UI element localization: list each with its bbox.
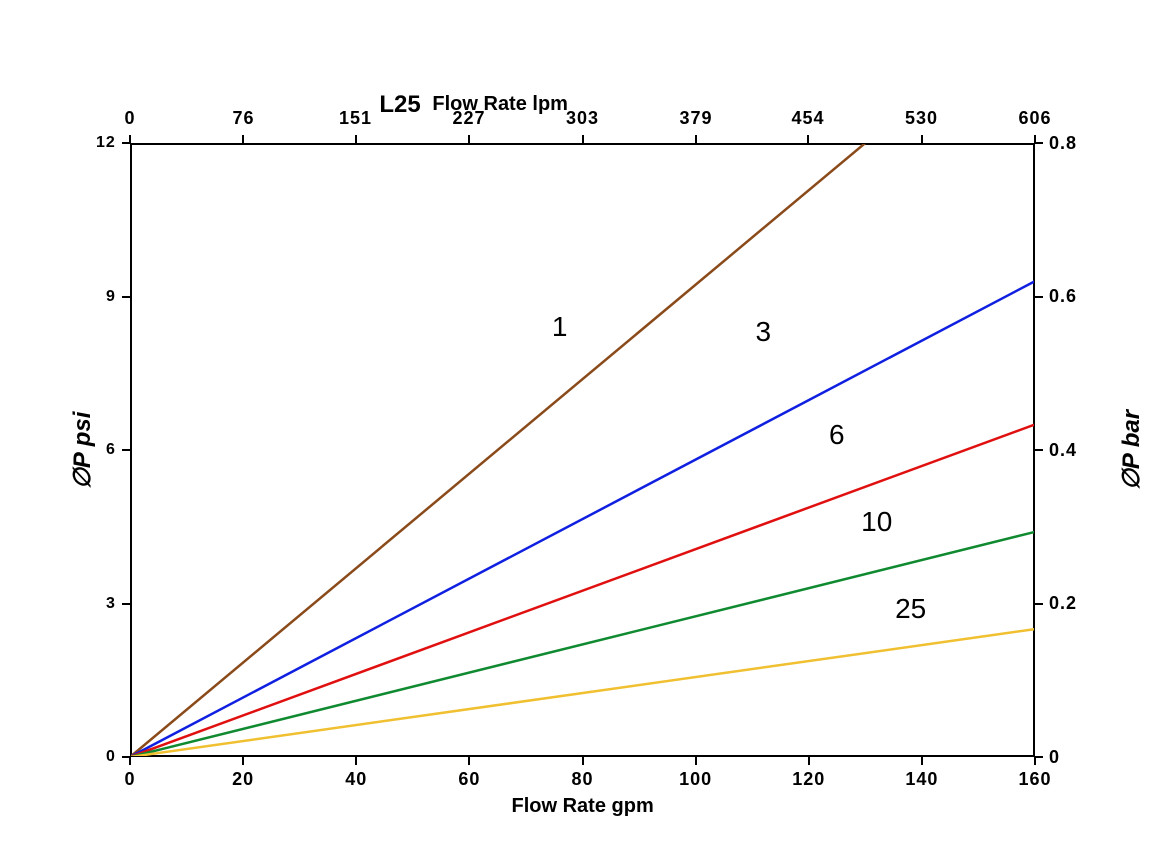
- tick-mark: [1035, 449, 1043, 451]
- tick-label: 151: [339, 108, 372, 129]
- tick-mark: [921, 757, 923, 765]
- tick-mark: [807, 135, 809, 143]
- series-label: 3: [756, 316, 772, 348]
- tick-label: 120: [792, 769, 825, 790]
- tick-label: 40: [345, 769, 367, 790]
- tick-label: 60: [458, 769, 480, 790]
- tick-mark: [122, 603, 130, 605]
- tick-mark: [242, 135, 244, 143]
- series-label: 25: [895, 593, 926, 625]
- right-axis-title: ∅P bar: [1117, 410, 1146, 490]
- tick-label: 80: [572, 769, 594, 790]
- tick-mark: [129, 757, 131, 765]
- chart-container: { "canvas": { "width": 1170, "height": 8…: [0, 0, 1170, 866]
- top-axis-title-prefix: L25: [379, 91, 420, 119]
- tick-mark: [1035, 756, 1043, 758]
- tick-mark: [122, 449, 130, 451]
- tick-label: 3: [106, 595, 116, 613]
- tick-label: 0.4: [1049, 440, 1077, 461]
- tick-mark: [695, 135, 697, 143]
- tick-mark: [122, 142, 130, 144]
- tick-label: 454: [792, 108, 825, 129]
- tick-mark: [355, 135, 357, 143]
- tick-label: 12: [96, 134, 116, 152]
- tick-label: 379: [679, 108, 712, 129]
- plot-area: [130, 143, 1035, 757]
- series-label: 1: [552, 311, 568, 343]
- tick-label: 0.2: [1049, 593, 1077, 614]
- tick-label: 140: [905, 769, 938, 790]
- tick-label: 9: [106, 288, 116, 306]
- tick-label: 0.8: [1049, 133, 1077, 154]
- tick-mark: [582, 135, 584, 143]
- top-axis-title: Flow Rate lpm: [432, 93, 568, 116]
- tick-mark: [921, 135, 923, 143]
- tick-mark: [122, 296, 130, 298]
- tick-mark: [122, 756, 130, 758]
- tick-mark: [1035, 296, 1043, 298]
- tick-label: 530: [905, 108, 938, 129]
- tick-label: 0.6: [1049, 286, 1077, 307]
- tick-label: 76: [232, 108, 254, 129]
- tick-mark: [468, 135, 470, 143]
- tick-mark: [1035, 603, 1043, 605]
- series-label: 10: [861, 506, 892, 538]
- tick-label: 20: [232, 769, 254, 790]
- tick-label: 0: [106, 748, 116, 766]
- tick-mark: [1035, 142, 1043, 144]
- tick-mark: [468, 757, 470, 765]
- tick-label: 0: [1049, 747, 1060, 768]
- tick-mark: [242, 757, 244, 765]
- tick-label: 160: [1019, 769, 1052, 790]
- tick-label: 100: [679, 769, 712, 790]
- tick-label: 0: [125, 108, 136, 129]
- tick-mark: [582, 757, 584, 765]
- tick-mark: [355, 757, 357, 765]
- tick-label: 6: [106, 441, 116, 459]
- series-label: 6: [829, 419, 845, 451]
- left-axis-title: ∅P psi: [68, 411, 97, 488]
- bottom-axis-title: Flow Rate gpm: [512, 795, 654, 818]
- tick-mark: [695, 757, 697, 765]
- tick-label: 606: [1019, 108, 1052, 129]
- tick-label: 303: [566, 108, 599, 129]
- tick-mark: [1034, 757, 1036, 765]
- tick-mark: [808, 757, 810, 765]
- tick-label: 0: [125, 769, 136, 790]
